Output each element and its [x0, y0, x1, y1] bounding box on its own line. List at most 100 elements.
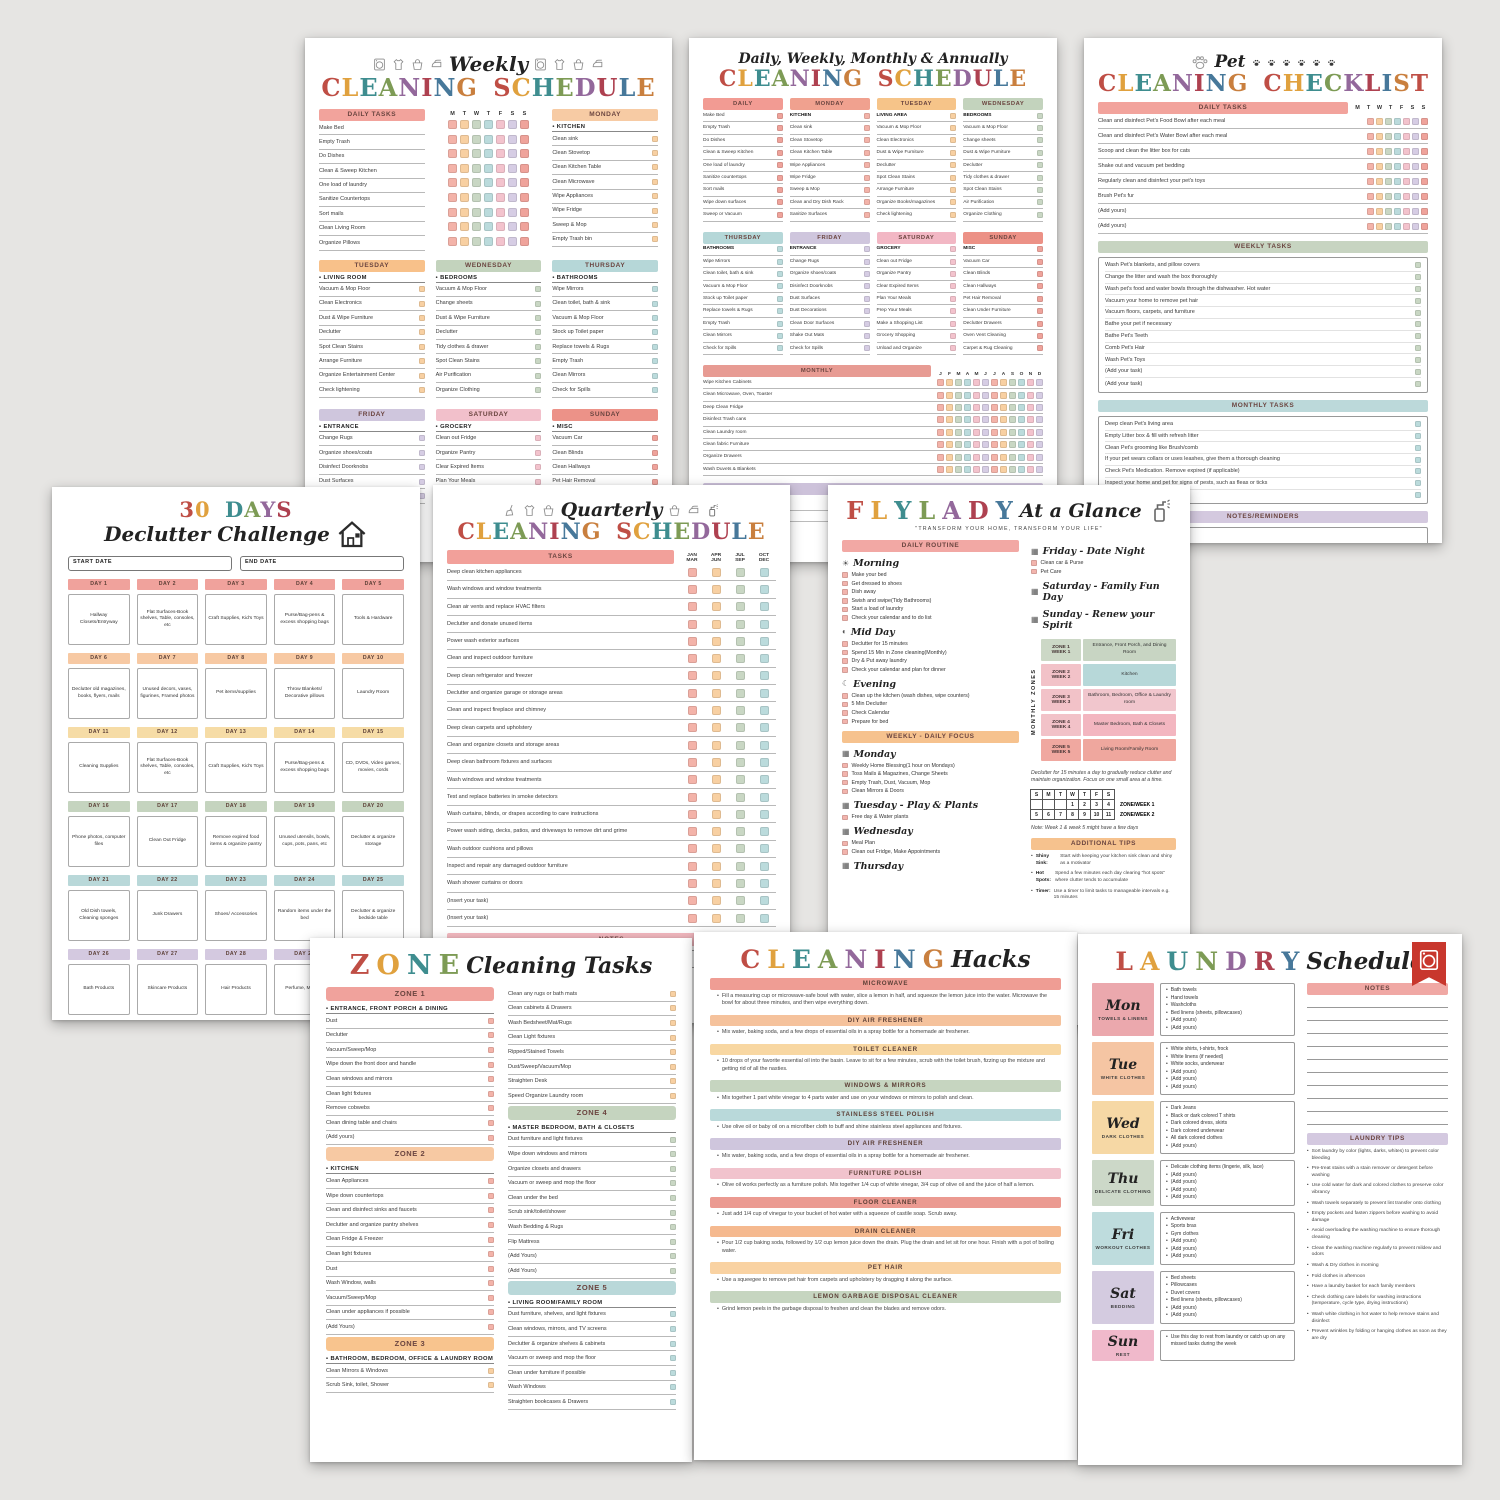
checkbox[interactable]	[842, 658, 848, 664]
checkbox[interactable]	[711, 878, 721, 888]
day-cell[interactable]: Purse/Bag-pens & excess shopping bags	[273, 594, 336, 645]
checkbox[interactable]	[711, 844, 721, 854]
checkbox[interactable]	[1367, 207, 1374, 215]
checkbox[interactable]	[1376, 207, 1383, 215]
grid-checkbox[interactable]	[471, 222, 481, 232]
checkbox[interactable]	[776, 246, 783, 253]
checkbox[interactable]	[955, 465, 962, 473]
checkbox[interactable]	[950, 345, 957, 352]
checkbox[interactable]	[1421, 132, 1428, 140]
checkbox[interactable]	[488, 1280, 494, 1287]
checkbox[interactable]	[488, 1076, 494, 1083]
checkbox[interactable]	[1037, 174, 1043, 181]
checkbox[interactable]	[955, 453, 962, 461]
grid-checkbox[interactable]	[507, 222, 517, 232]
grid-checkbox[interactable]	[483, 149, 493, 159]
checkbox[interactable]	[488, 1134, 494, 1141]
checkbox[interactable]	[950, 258, 957, 265]
checkbox[interactable]	[735, 827, 745, 837]
checkbox[interactable]	[1367, 177, 1374, 185]
grid-checkbox[interactable]	[459, 178, 469, 188]
checkbox[interactable]	[973, 404, 980, 411]
checkbox[interactable]	[1415, 492, 1421, 499]
checkbox[interactable]	[991, 416, 998, 424]
checkbox[interactable]	[1000, 428, 1007, 436]
checkbox[interactable]	[687, 567, 697, 577]
checkbox[interactable]	[776, 258, 783, 265]
checkbox[interactable]	[1036, 441, 1043, 449]
checkbox[interactable]	[759, 688, 769, 698]
checkbox[interactable]	[687, 775, 697, 785]
checkbox[interactable]	[711, 584, 721, 594]
checkbox[interactable]	[842, 814, 848, 821]
checkbox[interactable]	[418, 343, 425, 350]
checkbox[interactable]	[1415, 262, 1421, 269]
checkbox[interactable]	[687, 913, 697, 923]
checkbox[interactable]	[1000, 379, 1007, 387]
grid-checkbox[interactable]	[519, 163, 529, 173]
checkbox[interactable]	[488, 1324, 494, 1331]
checkbox[interactable]	[670, 1238, 676, 1245]
checkbox[interactable]	[759, 792, 769, 802]
notes-line[interactable]	[1306, 1073, 1448, 1086]
checkbox[interactable]	[863, 137, 870, 144]
checkbox[interactable]	[488, 1032, 494, 1039]
grid-checkbox[interactable]	[507, 192, 517, 202]
checkbox[interactable]	[863, 199, 870, 206]
grid-checkbox[interactable]	[507, 120, 517, 129]
checkbox[interactable]	[842, 762, 848, 769]
grid-checkbox[interactable]	[495, 120, 505, 129]
grid-checkbox[interactable]	[447, 192, 457, 202]
checkbox[interactable]	[711, 775, 721, 785]
checkbox[interactable]	[964, 441, 971, 449]
grid-checkbox[interactable]	[471, 163, 481, 173]
checkbox[interactable]	[776, 332, 783, 339]
checkbox[interactable]	[670, 1369, 676, 1376]
checkbox[interactable]	[1415, 344, 1421, 351]
checkbox[interactable]	[955, 441, 962, 449]
notes-line[interactable]	[1306, 1047, 1448, 1060]
checkbox[interactable]	[973, 416, 980, 424]
checkbox[interactable]	[687, 896, 697, 906]
checkbox[interactable]	[1415, 285, 1421, 292]
checkbox[interactable]	[535, 286, 542, 293]
checkbox[interactable]	[759, 809, 769, 819]
day-cell[interactable]: Skincare Products	[136, 964, 199, 1015]
grid-checkbox[interactable]	[483, 207, 493, 217]
checkbox[interactable]	[863, 295, 870, 302]
checkbox[interactable]	[488, 1236, 494, 1243]
day-cell[interactable]: Throw Blankets/ Decorative pillows	[273, 668, 336, 719]
checkbox[interactable]	[1376, 117, 1383, 125]
checkbox[interactable]	[1037, 295, 1043, 302]
checkbox[interactable]	[776, 137, 783, 144]
checkbox[interactable]	[842, 641, 848, 647]
checkbox[interactable]	[670, 1151, 676, 1158]
checkbox[interactable]	[964, 428, 971, 436]
checkbox[interactable]	[670, 1355, 676, 1362]
grid-checkbox[interactable]	[459, 222, 469, 232]
checkbox[interactable]	[1421, 207, 1428, 215]
checkbox[interactable]	[711, 740, 721, 750]
checkbox[interactable]	[1018, 404, 1025, 411]
checkbox[interactable]	[950, 112, 957, 119]
checkbox[interactable]	[946, 441, 953, 449]
checkbox[interactable]	[1367, 222, 1374, 230]
checkbox[interactable]	[687, 827, 697, 837]
checkbox[interactable]	[1394, 147, 1401, 155]
checkbox[interactable]	[735, 584, 745, 594]
checkbox[interactable]	[670, 1340, 676, 1347]
checkbox[interactable]	[670, 1063, 676, 1070]
checkbox[interactable]	[535, 358, 542, 365]
checkbox[interactable]	[1036, 453, 1043, 461]
checkbox[interactable]	[418, 372, 425, 379]
checkbox[interactable]	[651, 478, 658, 485]
checkbox[interactable]	[1394, 222, 1401, 230]
checkbox[interactable]	[670, 1209, 676, 1216]
grid-checkbox[interactable]	[519, 222, 529, 232]
checkbox[interactable]	[1403, 177, 1410, 185]
checkbox[interactable]	[687, 706, 697, 716]
checkbox[interactable]	[946, 379, 953, 387]
checkbox[interactable]	[535, 300, 542, 307]
checkbox[interactable]	[973, 391, 980, 399]
checkbox[interactable]	[1027, 465, 1034, 473]
